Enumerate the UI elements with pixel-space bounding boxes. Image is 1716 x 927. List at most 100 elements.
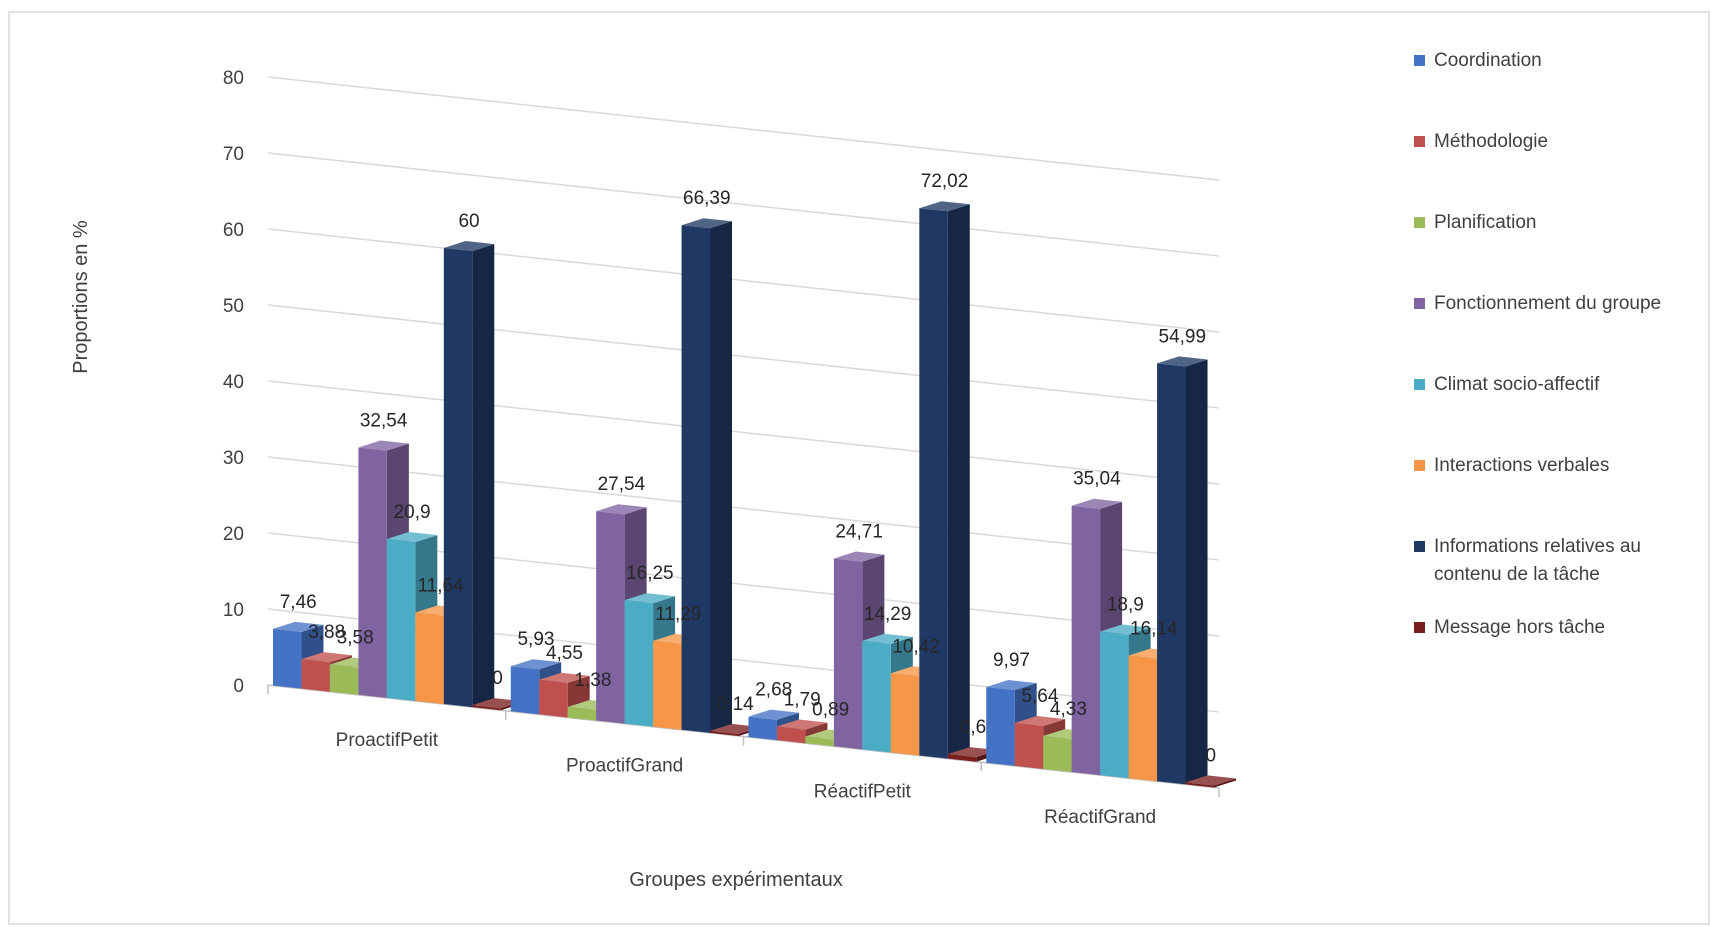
bar-front [947, 754, 977, 762]
bar-front [624, 600, 654, 727]
data-label: 9,97 [993, 650, 1030, 671]
legend-label: Méthodologie [1434, 131, 1548, 152]
bar-top [986, 680, 1037, 691]
bar-front [386, 539, 416, 701]
bar-top [710, 723, 761, 734]
data-label: 11,29 [655, 604, 701, 625]
data-label: 60 [458, 211, 479, 232]
bar-front [539, 679, 568, 718]
legend-swatch [1414, 622, 1425, 633]
legend-swatch [1414, 298, 1425, 309]
x-axis-title: Groupes expérimentaux [629, 869, 842, 891]
data-label: 4,55 [546, 643, 583, 664]
legend-swatch [1414, 541, 1425, 552]
bar-top [1185, 775, 1236, 786]
data-label: 24,71 [835, 521, 883, 542]
data-label: 5,64 [1021, 686, 1058, 707]
bar-front [919, 208, 948, 759]
bar-front [862, 640, 891, 753]
legend-item: Interactions verbales [1414, 455, 1609, 476]
data-label: 16,25 [626, 563, 674, 584]
y-tick-label: 30 [223, 448, 244, 469]
x-tick-label: RéactifGrand [1044, 807, 1156, 828]
bar-front [776, 726, 806, 744]
chart-border [8, 11, 1710, 925]
y-tick-label: 0 [233, 676, 244, 697]
legend-item: Coordination [1414, 50, 1542, 71]
data-labels: 7,46 3,883,58 32,54 20,9 11,64 60 0 5,934,55 1,3… [280, 171, 1216, 766]
y-tick-label: 10 [223, 600, 244, 621]
bar-front [710, 730, 739, 736]
bar-front [833, 558, 863, 750]
bar-front [415, 612, 444, 705]
y-tick-label: 60 [223, 220, 244, 241]
bar-front [1100, 631, 1129, 779]
legend-item: Climat socio-affectif [1414, 374, 1600, 395]
legend-label: Planification [1434, 212, 1536, 233]
data-label: 0,14 [717, 694, 754, 715]
bar-front [805, 736, 834, 747]
gridline [267, 456, 1220, 561]
legend-label: Interactions verbales [1434, 455, 1609, 476]
data-label: 0,89 [812, 699, 849, 720]
bar-top [510, 659, 562, 670]
bar-front [1128, 655, 1158, 782]
y-tick-label: 50 [223, 296, 244, 317]
legend-item: Fonctionnement du groupe [1414, 293, 1661, 314]
data-label: 54,99 [1159, 326, 1207, 347]
data-label: 7,46 [280, 592, 317, 613]
data-label: 72,02 [921, 171, 969, 192]
bar [919, 201, 970, 759]
bar-front [1157, 363, 1186, 785]
legend-label: Informations relatives au [1434, 536, 1641, 557]
data-label: 20,9 [394, 502, 431, 523]
bar-front [1071, 505, 1101, 776]
legend-swatch [1414, 460, 1425, 471]
bar-side [1185, 359, 1208, 785]
data-label: 1,79 [784, 690, 821, 711]
bar-top [748, 709, 799, 720]
bar-top [358, 440, 409, 451]
bar-side [1214, 778, 1236, 788]
bar-front [681, 225, 711, 733]
x-tick-label: RéactifPetit [814, 781, 912, 802]
x-tick-label: ProactifPetit [336, 730, 439, 751]
data-label: 0 [1205, 745, 1216, 766]
legend-item: Informations relatives au contenu de la t… [1414, 536, 1641, 585]
data-label: 3,58 [337, 628, 374, 649]
data-label: 0 [492, 668, 503, 689]
y-tick-label: 20 [223, 524, 244, 545]
bar-top [1100, 624, 1151, 635]
bar-top [776, 719, 828, 730]
y-axis-title: Proportions en % [70, 220, 92, 374]
bar-top [1071, 498, 1123, 509]
bar-front [273, 628, 302, 689]
bar-front [1014, 723, 1044, 769]
bar-top [472, 698, 523, 709]
bar-front [986, 687, 1015, 766]
data-label: 4,33 [1050, 699, 1087, 720]
bar-top [443, 241, 495, 252]
bar [776, 719, 828, 744]
data-label: 66,39 [683, 188, 731, 209]
data-label: 10,42 [892, 636, 940, 657]
bar-side [472, 244, 495, 708]
gridline [267, 228, 1220, 333]
legend-label: contenu de la tâche [1434, 564, 1600, 585]
y-axis-ticks: 0 10 20 30 40 50 60 70 80 [223, 68, 244, 697]
data-label: 14,29 [864, 604, 912, 625]
bar-side [710, 221, 733, 733]
data-label: 27,54 [598, 474, 646, 495]
bar-top [833, 551, 885, 562]
bar-front [748, 716, 777, 741]
legend-label: Message hors tâche [1434, 617, 1605, 638]
bar-top [919, 201, 970, 212]
legend-swatch [1414, 217, 1425, 228]
bar-front [329, 664, 359, 695]
bar-top [624, 593, 676, 604]
bar-front [1043, 736, 1072, 773]
bar-front [472, 705, 501, 711]
y-tick-label: 70 [223, 144, 244, 165]
